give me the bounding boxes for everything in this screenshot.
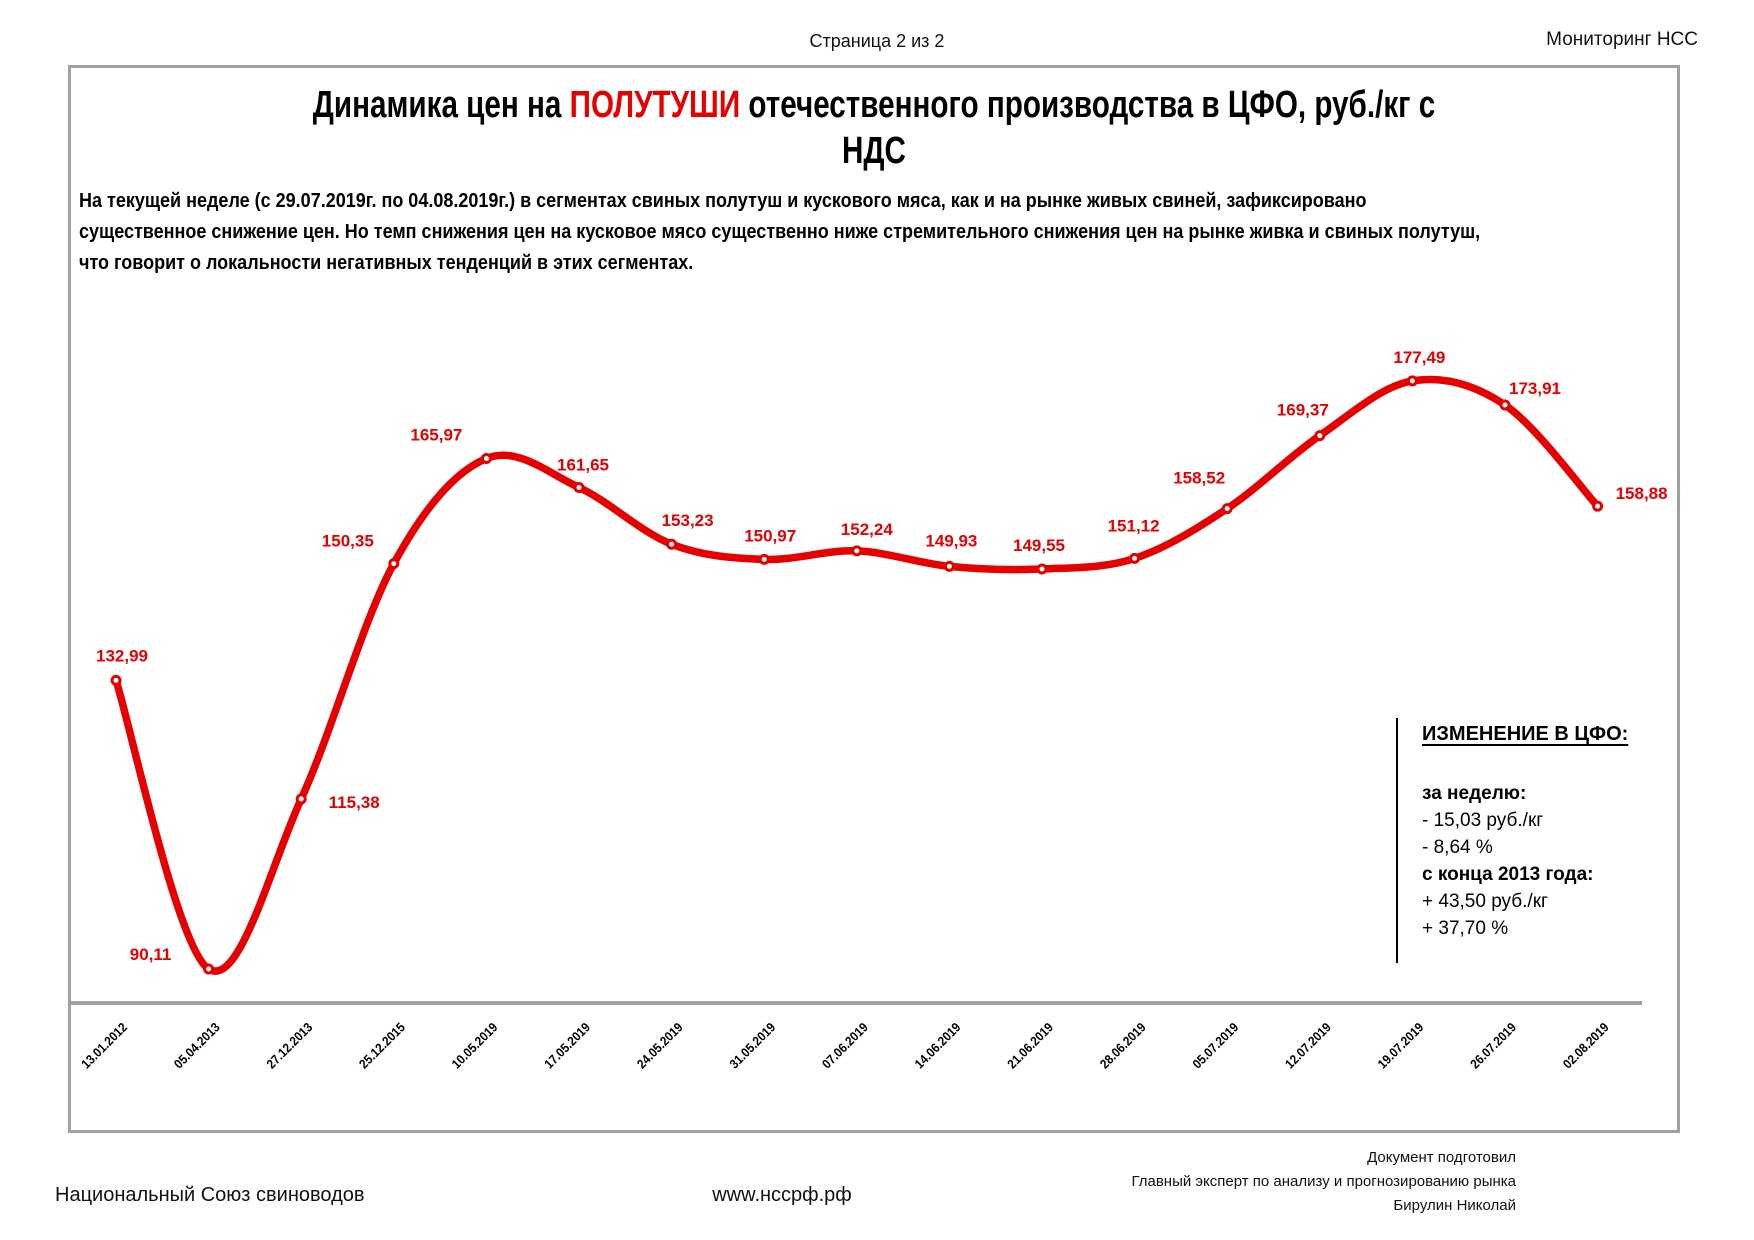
data-point-marker: [943, 560, 955, 572]
data-point-marker: [388, 558, 400, 570]
data-point-label: 149,93: [925, 531, 977, 550]
data-point-marker: [1129, 552, 1141, 564]
data-point-label: 90,11: [130, 945, 172, 964]
x-axis-label: 26.07.2019: [1467, 1020, 1519, 1072]
data-point-label: 158,88: [1616, 484, 1668, 503]
data-point-label: 158,52: [1173, 469, 1225, 488]
chart-area: Динамика цен на ПОЛУТУШИ отечественного …: [71, 68, 1677, 1130]
commentary-line: На текущей неделе (с 29.07.2019г. по 04.…: [79, 190, 1367, 212]
data-point-marker: [573, 482, 585, 494]
chart-title: Динамика цен на ПОЛУТУШИ отечественного …: [248, 82, 1501, 174]
monitoring-label: Мониторинг НСС: [1546, 29, 1698, 50]
x-axis-label: 12.07.2019: [1282, 1020, 1334, 1072]
data-point-label: 150,35: [322, 532, 374, 551]
data-point-marker: [1406, 375, 1418, 387]
data-point-marker: [110, 674, 122, 686]
data-point-marker: [666, 538, 678, 550]
title-highlight: ПОЛУТУШИ: [569, 84, 741, 126]
change-box-heading: ИЗМЕНЕНИЕ В ЦФО:: [1422, 723, 1629, 745]
x-axis-label: 25.12.2015: [356, 1020, 408, 1072]
data-point-marker: [1314, 430, 1326, 442]
change-week-rub: - 15,03 руб./кг: [1422, 810, 1544, 831]
data-point-marker: [851, 545, 863, 557]
data-point-label: 169,37: [1277, 401, 1329, 420]
data-point-label: 152,24: [841, 520, 894, 539]
x-axis-label: 21.06.2019: [1004, 1020, 1056, 1072]
data-point-marker: [480, 452, 492, 464]
commentary-line: что говорит о локальности негативных тен…: [79, 252, 694, 274]
data-point-marker: [1221, 503, 1233, 515]
x-axis-label: 17.05.2019: [541, 1020, 593, 1072]
data-point-label: 177,49: [1393, 348, 1445, 367]
x-axis-label: 14.06.2019: [912, 1020, 964, 1072]
data-point-label: 132,99: [96, 646, 148, 665]
footer-credit-line: Главный эксперт по анализу и прогнозиров…: [1131, 1173, 1516, 1190]
data-point-marker: [295, 793, 307, 805]
x-axis-label: 31.05.2019: [727, 1020, 779, 1072]
x-axis-label: 05.07.2019: [1190, 1020, 1242, 1072]
data-point-marker: [1036, 563, 1048, 575]
x-axis-label: 10.05.2019: [449, 1020, 501, 1072]
chart-title-line2: НДС: [842, 130, 906, 172]
data-point-label: 115,38: [329, 793, 380, 812]
x-axis-label: 28.06.2019: [1097, 1020, 1149, 1072]
change-week-label: за неделю:: [1422, 783, 1527, 804]
page-number-label: Страница 2 из 2: [809, 31, 945, 51]
data-point-label: 165,97: [410, 426, 462, 445]
data-point-marker: [203, 963, 215, 975]
footer-credit-line: Документ подготовил: [1367, 1149, 1516, 1166]
footer-credit-line: Бирулин Николай: [1393, 1197, 1516, 1214]
x-axis-label: 24.05.2019: [634, 1020, 686, 1072]
data-point-marker: [1499, 399, 1511, 411]
x-axis-label: 27.12.2013: [264, 1020, 316, 1072]
change-since-rub: + 43,50 руб./кг: [1422, 891, 1548, 912]
commentary-line: существенное снижение цен. Но темп сниже…: [79, 221, 1481, 243]
chart-frame: Динамика цен на ПОЛУТУШИ отечественного …: [68, 65, 1680, 1133]
data-point-label: 151,12: [1108, 516, 1160, 535]
x-axis-label: 05.04.2013: [171, 1020, 223, 1072]
change-box: ИЗМЕНЕНИЕ В ЦФО: за неделю: - 15,03 руб.…: [1422, 723, 1672, 942]
commentary-paragraph: На текущей неделе (с 29.07.2019г. по 04.…: [79, 186, 1480, 279]
data-point-marker: [758, 553, 770, 565]
title-suffix: отечественного производства в ЦФО, руб./…: [740, 84, 1436, 126]
change-since-pct: + 37,70 %: [1422, 918, 1509, 939]
chart-title-line1: Динамика цен на ПОЛУТУШИ отечественного …: [248, 82, 1501, 128]
data-point-label: 149,55: [1013, 536, 1065, 555]
price-line-series: [112, 375, 1602, 975]
data-point-label: 153,23: [662, 511, 714, 530]
x-axis-label: 19.07.2019: [1375, 1020, 1427, 1072]
x-axis-label: 07.06.2019: [819, 1020, 871, 1072]
price-line-chart: 132,99 90,11 115,38 150,35 165,97 161,65 153,2…: [71, 348, 1668, 1072]
footer-credits: Документ подготовил Главный эксперт по а…: [916, 1146, 1516, 1218]
title-prefix: Динамика цен на: [312, 84, 570, 126]
data-point-label: 150,97: [744, 526, 796, 545]
x-axis-label: 13.01.2012: [78, 1020, 130, 1072]
footer-website: www.нссрф.рф: [712, 1184, 852, 1206]
data-point-marker: [1592, 500, 1604, 512]
data-point-label: 161,65: [557, 456, 609, 475]
change-week-pct: - 8,64 %: [1422, 837, 1493, 858]
change-since-label: с конца 2013 года:: [1422, 864, 1594, 885]
change-box-rule: [1396, 718, 1398, 963]
footer-organization: Национальный Союз свиноводов: [55, 1184, 365, 1206]
x-axis-label: 02.08.2019: [1560, 1020, 1612, 1072]
data-point-label: 173,91: [1509, 379, 1561, 398]
